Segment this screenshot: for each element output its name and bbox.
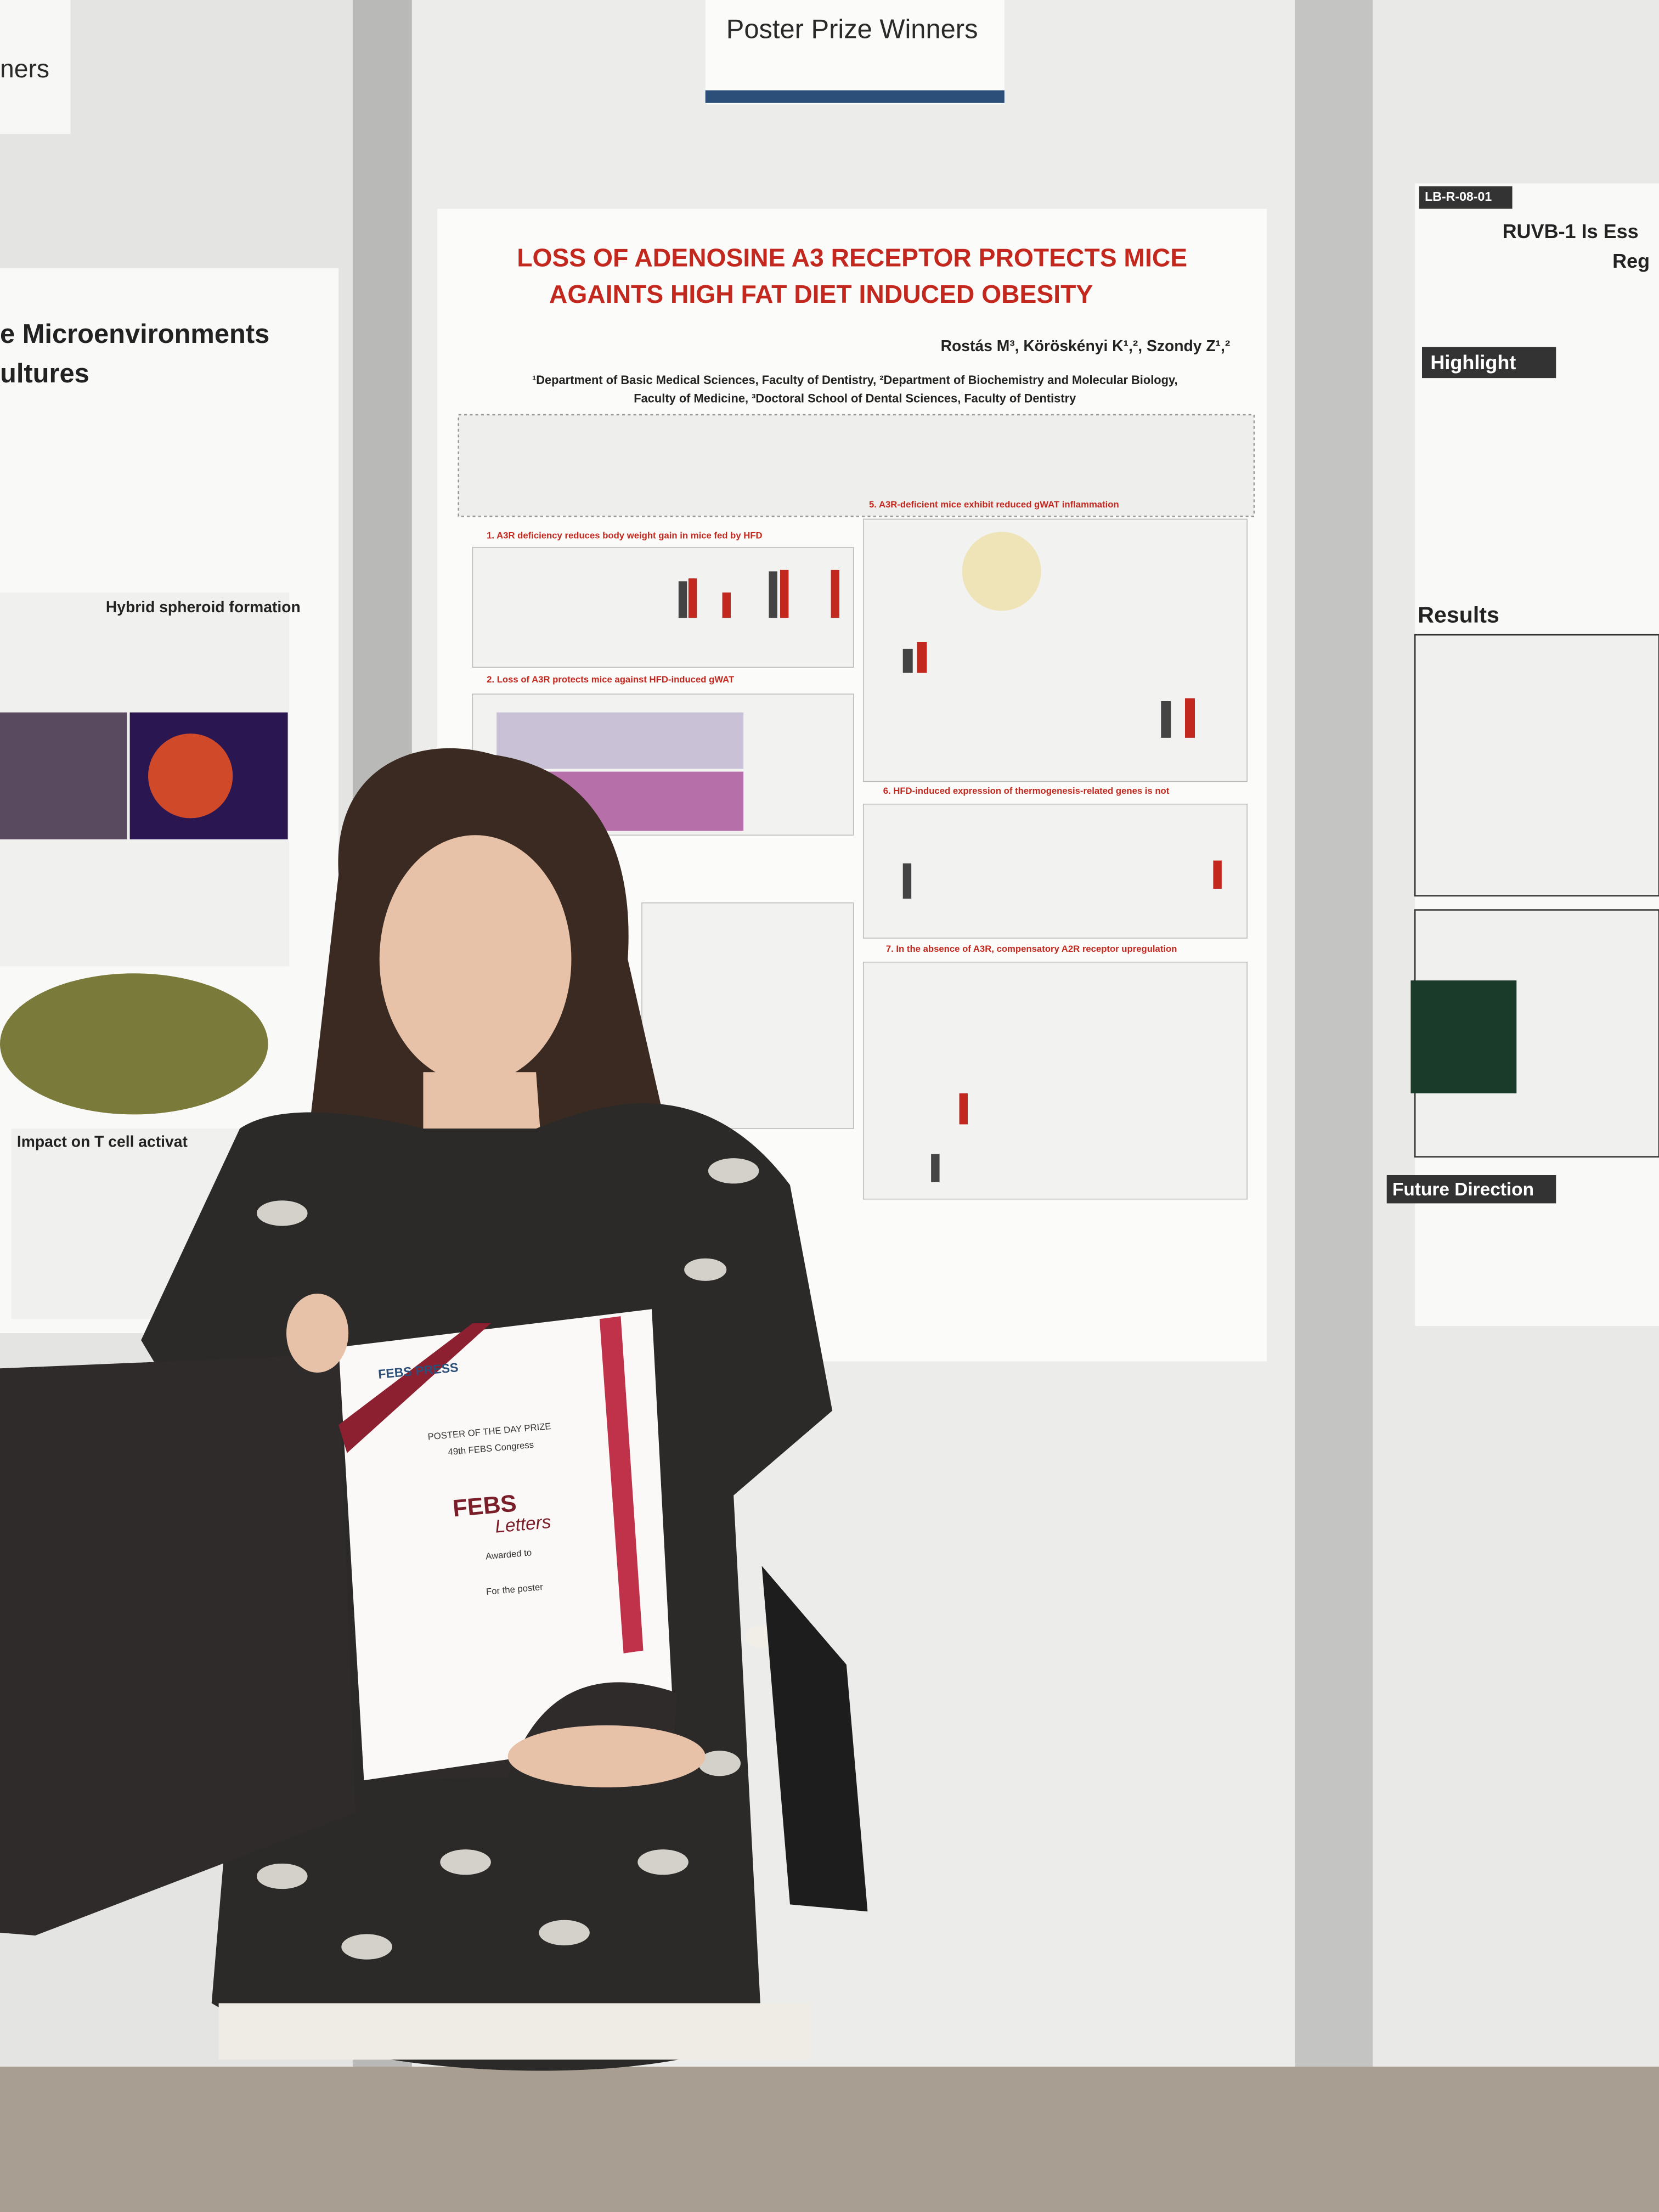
sign <box>0 0 71 134</box>
section-heading: 2. Loss of A3R protects mice against HFD… <box>487 674 735 685</box>
hand <box>507 1725 706 1787</box>
sign-stripe <box>705 90 1005 103</box>
face <box>379 835 572 1084</box>
right-title: RUVB-1 Is Ess <box>1503 220 1639 242</box>
certificate-journal: Letters <box>494 1512 552 1537</box>
floor <box>0 2067 1659 2212</box>
left-title: ultures <box>0 359 89 388</box>
section-heading: 7. In the absence of A3R, compensatory A… <box>886 944 1177 954</box>
folder <box>0 1354 356 1936</box>
left-title: e Microenvironments <box>0 319 269 349</box>
left-heading: Hybrid spheroid formation <box>106 598 301 616</box>
heading-box <box>1422 347 1556 379</box>
pillar <box>1295 0 1373 2074</box>
chart-bars <box>688 569 1222 1125</box>
spheroid-render <box>0 973 268 1115</box>
abstract-block <box>458 414 1255 517</box>
certificate-stripe <box>599 1316 644 1654</box>
poster-title: AGAINTS HIGH FAT DIET INDUCED OBESITY <box>549 280 1093 308</box>
prize-sign <box>705 0 1005 105</box>
section-heading: 6. HFD-induced expression of thermogenes… <box>883 786 1170 796</box>
poster-affiliation: ¹Department of Basic Medical Sciences, F… <box>532 373 1178 387</box>
certificate-stripe <box>338 1323 491 1453</box>
right-heading: Results <box>1418 602 1499 628</box>
right-heading: Future Direction <box>1392 1180 1534 1200</box>
right-title: Reg <box>1612 250 1650 272</box>
bag <box>761 1566 868 1912</box>
certificate-journal: FEBS <box>452 1489 517 1522</box>
microscopy-image <box>1410 980 1517 1093</box>
poster-title: LOSS OF ADENOSINE A3 RECEPTOR PROTECTS M… <box>517 243 1187 272</box>
code-box <box>1419 186 1513 209</box>
adipocyte-illustration <box>962 532 1041 611</box>
poster-authors: Rostás M³, Köröskényi K¹,², Szondy Z¹,² <box>941 337 1231 354</box>
certificate <box>338 1309 675 1781</box>
section-heading: 5. A3R-deficient mice exhibit reduced gW… <box>869 499 1119 510</box>
poster-affiliation: Faculty of Medicine, ³Doctoral School of… <box>634 391 1076 405</box>
microscopy-image <box>148 733 233 819</box>
hand <box>286 1294 349 1373</box>
microscopy-image <box>0 712 127 839</box>
prize-sign-text: Poster Prize Winners <box>726 14 978 44</box>
results-panel <box>1414 634 1659 897</box>
left-heading: Impact on T cell activat <box>17 1132 188 1150</box>
folder-pocket <box>366 1682 678 1781</box>
dress-hem <box>218 2003 811 2060</box>
right-heading: Highlight <box>1430 351 1516 374</box>
sign-text: ners <box>0 54 49 83</box>
section-heading: 1. A3R deficiency reduces body weight ga… <box>487 531 762 541</box>
right-code: LB-R-08-01 <box>1425 189 1492 204</box>
chart-bars <box>678 571 1171 1182</box>
heading-box <box>1386 1175 1556 1204</box>
